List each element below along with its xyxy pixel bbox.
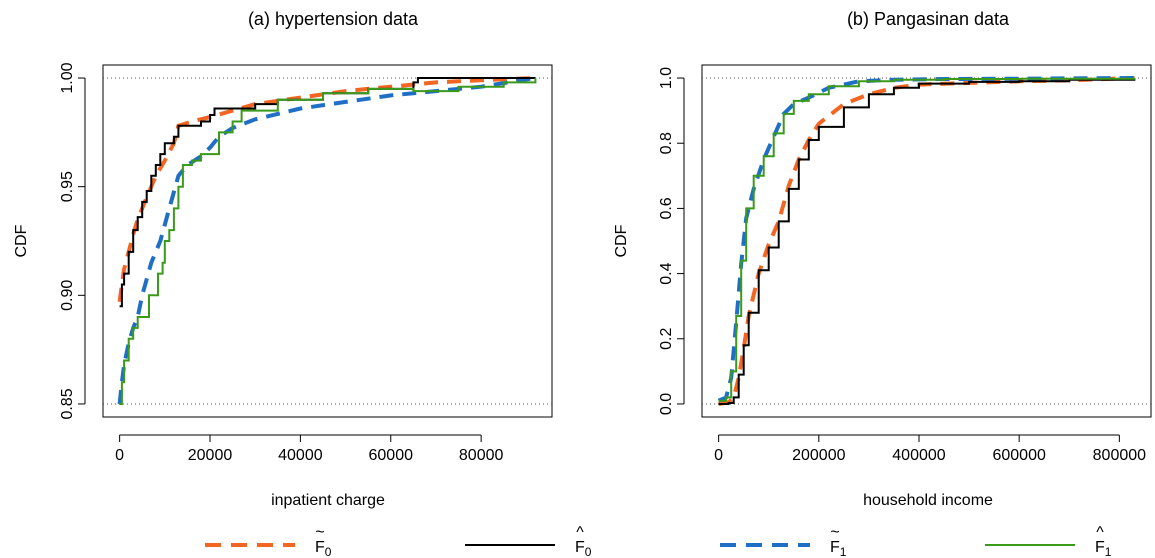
series-line-4 xyxy=(718,77,1136,402)
y-tick-label: 0.4 xyxy=(658,262,675,284)
y-tick-label: 0.95 xyxy=(59,171,76,202)
y-axis-label: CDF xyxy=(13,224,30,257)
x-tick-label: 60000 xyxy=(369,447,414,464)
x-tick-label: 20000 xyxy=(188,447,233,464)
x-tick-label: 80000 xyxy=(459,447,504,464)
series-line-2 xyxy=(119,77,536,308)
chart-title: (b) Pangasinan data xyxy=(847,9,1010,29)
x-tick-label: 40000 xyxy=(278,447,323,464)
y-axis-label: CDF xyxy=(613,224,630,257)
plot-frame xyxy=(102,64,553,418)
legend-label: F0 xyxy=(315,539,332,558)
y-tick-label: 0.6 xyxy=(658,197,675,219)
chart-panel-2: (b) Pangasinan data 0 200000 400000 600000 80… xyxy=(613,9,1152,509)
x-tick-label: 600000 xyxy=(992,447,1045,464)
series-line-1 xyxy=(718,76,1135,406)
x-tick-label: 200000 xyxy=(792,447,845,464)
legend-label: F1 xyxy=(1095,539,1112,558)
series-line-3 xyxy=(717,76,1135,403)
x-axis-label: household income xyxy=(863,492,993,509)
legend-accent: ~ xyxy=(830,524,839,541)
y-tick-label: 0.0 xyxy=(658,393,675,415)
y-tick-label: 1.00 xyxy=(59,62,76,93)
chart-title: (a) hypertension data xyxy=(248,9,419,29)
x-axis-label: inpatient charge xyxy=(271,492,385,509)
plot-frame xyxy=(701,64,1152,418)
y-tick-label: 1.0 xyxy=(658,67,675,89)
chart-panel-1: (a) hypertension data 0 20000 40000 60000 800… xyxy=(13,9,553,509)
legend-label: F0 xyxy=(575,539,592,558)
legend-label: F1 xyxy=(830,539,847,558)
series-line-3 xyxy=(117,76,536,405)
series-line-1 xyxy=(117,76,536,303)
series-line-4 xyxy=(119,78,537,405)
x-tick-label: 800000 xyxy=(1093,447,1146,464)
legend-accent: ^ xyxy=(576,524,584,541)
legend-accent: ~ xyxy=(315,524,324,541)
y-tick-label: 0.85 xyxy=(59,388,76,419)
series-line-2 xyxy=(718,78,1136,405)
x-tick-label: 400000 xyxy=(892,447,945,464)
y-tick-label: 0.90 xyxy=(59,280,76,311)
legend-accent: ^ xyxy=(1096,524,1104,541)
legend: F0~F0^F1~F1^ xyxy=(205,524,1112,558)
x-tick-label: 0 xyxy=(115,447,124,464)
y-tick-label: 0.2 xyxy=(658,328,675,350)
x-tick-label: 0 xyxy=(714,447,723,464)
y-tick-label: 0.8 xyxy=(658,132,675,154)
